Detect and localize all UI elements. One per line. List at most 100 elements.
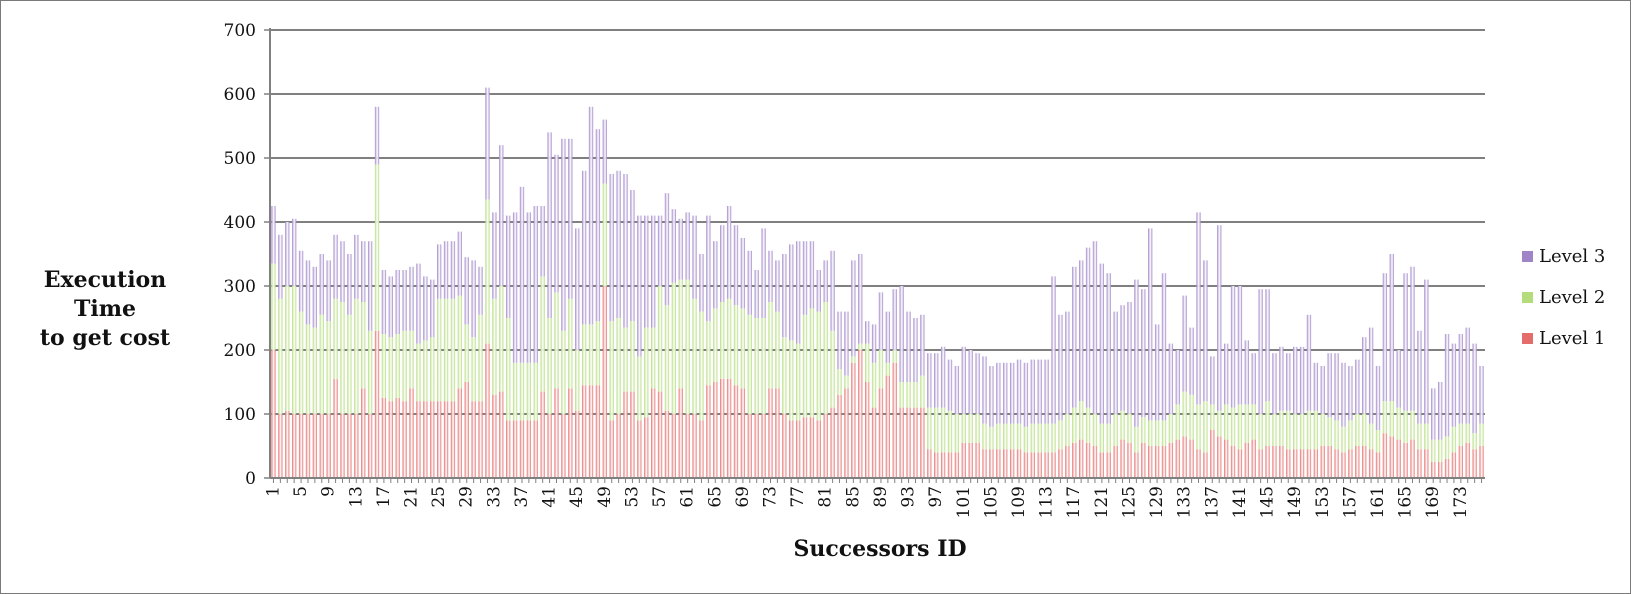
bar-level-1 [374,330,380,478]
bar-level-1 [871,407,877,478]
bar-level-3 [402,270,407,331]
bar-level-3 [416,263,421,344]
bar-level-3 [795,241,801,344]
bar-level-1 [519,420,525,478]
bar-level-3 [1175,350,1180,405]
bar-level-2 [1451,426,1457,453]
bar-level-3 [1210,356,1215,405]
bar-level-3 [1106,273,1111,424]
bar-level-3 [623,174,628,328]
bar-level-2 [713,308,718,382]
bar-level-1 [885,375,890,478]
bar-level-1 [326,414,331,478]
x-tick-label: 13 [346,486,366,508]
bar-level-1 [651,388,656,478]
bar-level-3 [1306,314,1312,411]
bar-level-2 [457,295,462,389]
bar-level-3 [892,289,897,350]
bar-level-1 [692,414,697,478]
bar-level-3 [830,250,835,331]
bar-level-1 [395,398,400,478]
bar-level-2 [830,330,835,408]
bar-level-2 [1334,420,1339,450]
x-tick-label: 49 [595,486,615,508]
bar-level-2 [802,314,808,418]
bar-level-1 [1293,449,1298,478]
x-tick-label: 65 [705,486,725,508]
bar-level-3 [588,106,594,325]
bar-level-3 [568,138,573,299]
bar-level-2 [1230,407,1236,446]
bar-level-3 [1189,327,1194,395]
bar-level-1 [1410,439,1415,478]
bar-level-2 [968,414,973,443]
bar-level-2 [747,314,752,414]
bar-level-1 [1106,452,1111,478]
x-tick-label: 5 [291,486,311,497]
bar-level-2 [733,305,739,386]
bar-level-1 [996,449,1001,478]
bar-level-2 [547,318,552,414]
x-tick-label: 9 [319,486,339,497]
bar-level-3 [526,212,532,363]
bar-level-1 [685,414,690,478]
bar-level-2 [1016,423,1022,450]
bars [271,87,1484,478]
bar-level-3 [706,215,711,322]
bar-level-1 [457,388,462,478]
x-tick-label: 41 [540,486,560,508]
y-tick-label: 700 [224,21,256,41]
x-tick-label: 105 [981,486,1001,518]
x-tick-label: 77 [788,486,808,508]
bar-level-3 [630,190,635,322]
bar-level-2 [1210,404,1215,430]
bar-level-2 [1258,414,1263,450]
bar-level-2 [374,164,380,331]
bar-level-1 [478,401,483,478]
bar-level-3 [740,238,746,309]
bar-level-3 [602,119,607,184]
bar-level-1 [292,414,297,478]
bar-level-3 [747,250,752,315]
bar-level-1 [830,407,835,478]
bar-level-1 [761,414,766,478]
bar-level-3 [961,346,966,414]
bar-level-2 [816,311,821,421]
bar-level-3 [1037,359,1042,424]
bar-level-1 [1431,462,1436,478]
legend-swatch [1522,292,1533,303]
bar-level-2 [1113,414,1118,446]
x-tick-label: 117 [1064,486,1084,518]
bar-level-1 [1244,442,1249,478]
y-tick-labels: 0 100 200 300 400 500 600 700 [224,21,256,489]
bar-level-3 [436,244,442,299]
bar-level-3 [1003,362,1008,424]
legend-swatch [1522,251,1533,262]
bar-level-2 [319,314,324,414]
bar-level-3 [1279,346,1284,411]
bar-level-1 [1196,449,1201,478]
bar-level-2 [533,362,538,421]
bar-level-2 [1375,430,1381,453]
bar-level-3 [609,174,614,322]
bar-level-3 [443,241,449,299]
x-tick-label: 141 [1230,486,1250,518]
bar-level-3 [1058,314,1063,421]
bar-level-1 [630,391,635,478]
bar-level-3 [1472,343,1477,434]
bar-level-1 [1223,439,1229,478]
bar-level-3 [492,212,497,299]
bar-level-3 [968,350,973,414]
bar-level-2 [561,330,566,414]
x-tick-label: 45 [567,486,587,508]
bar-level-2 [754,318,759,414]
bar-level-2 [1320,414,1325,446]
bar-level-3 [809,241,815,309]
y-axis-title: Execution Time to get cost [10,266,200,353]
bar-level-3 [561,138,566,331]
bar-level-2 [851,356,856,363]
bar-level-2 [540,276,545,392]
bar-level-2 [1182,391,1187,437]
bar-level-3 [271,206,276,264]
bar-level-1 [1279,446,1284,478]
